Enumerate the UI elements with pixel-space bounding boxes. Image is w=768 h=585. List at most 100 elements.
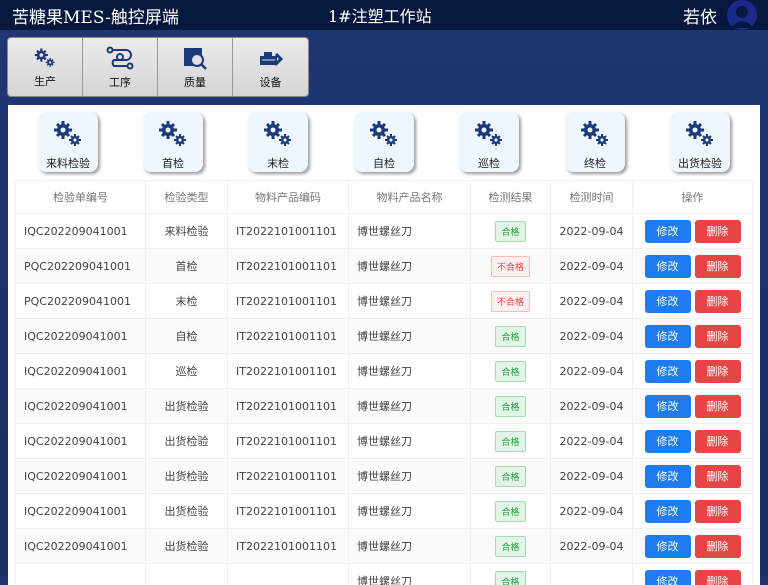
result-badge: 合格	[495, 571, 525, 585]
material-code: IT2022101001101	[228, 389, 349, 424]
edit-button[interactable]: 修改	[645, 255, 691, 278]
material-code: IT2022101001101	[228, 319, 349, 354]
table-row: IQC202209041001 出货检验 IT2022101001101 博世螺…	[16, 424, 753, 459]
material-code: IT2022101001101	[228, 354, 349, 389]
inspection-type	[146, 564, 228, 585]
material-name: 博世螺丝刀	[349, 564, 471, 585]
inspection-date: 2022-09-04	[551, 529, 633, 564]
material-code: IT2022101001101	[228, 424, 349, 459]
column-header: 检验单编号	[16, 181, 146, 214]
result-badge: 合格	[495, 221, 525, 242]
inspection-type: 出货检验	[146, 494, 228, 529]
table-row: IQC202209041001 出货检验 IT2022101001101 博世螺…	[16, 459, 753, 494]
material-name: 博世螺丝刀	[349, 284, 471, 319]
table-row: IQC202209041001 自检 IT2022101001101 博世螺丝刀…	[16, 319, 753, 354]
gears-icon	[683, 119, 717, 149]
nav-item-2[interactable]: 质量	[158, 38, 233, 97]
column-header: 检验类型	[146, 181, 228, 214]
nav-item-1[interactable]: 工序	[83, 38, 158, 97]
delete-button[interactable]: 删除	[695, 325, 741, 348]
material-name: 博世螺丝刀	[349, 319, 471, 354]
station-name: 1#注塑工作站	[328, 3, 432, 27]
table-row: IQC202209041001 巡检 IT2022101001101 博世螺丝刀…	[16, 354, 753, 389]
edit-button[interactable]: 修改	[645, 325, 691, 348]
table-row: IQC202209041001 来料检验 IT2022101001101 博世螺…	[16, 214, 753, 249]
result-badge: 合格	[495, 396, 525, 417]
gears-icon	[32, 47, 58, 69]
inspection-type-button[interactable]: 自检	[354, 112, 414, 172]
main-nav: 生产 工序 质量设备	[7, 37, 309, 97]
material-name: 博世螺丝刀	[349, 424, 471, 459]
edit-button[interactable]: 修改	[645, 465, 691, 488]
inspection-type: 巡检	[146, 354, 228, 389]
inspection-type-button[interactable]: 终检	[565, 112, 625, 172]
material-name: 博世螺丝刀	[349, 389, 471, 424]
delete-button[interactable]: 删除	[695, 430, 741, 453]
inspection-date: 2022-09-04	[551, 389, 633, 424]
material-name: 博世螺丝刀	[349, 459, 471, 494]
inspection-type-button[interactable]: 末检	[248, 112, 308, 172]
delete-button[interactable]: 删除	[695, 465, 741, 488]
column-header: 操作	[633, 181, 753, 214]
nav-item-0[interactable]: 生产	[8, 38, 83, 97]
inspection-type: 自检	[146, 319, 228, 354]
table-row: IQC202209041001 出货检验 IT2022101001101 博世螺…	[16, 529, 753, 564]
delete-button[interactable]: 删除	[695, 535, 741, 558]
delete-button[interactable]: 删除	[695, 255, 741, 278]
delete-button[interactable]: 删除	[695, 290, 741, 313]
material-name: 博世螺丝刀	[349, 214, 471, 249]
inspection-date: 2022-09-04	[551, 424, 633, 459]
edit-button[interactable]: 修改	[645, 395, 691, 418]
inspection-type-bar: 来料检验首检末检自检 巡检终检出货检验	[8, 112, 760, 174]
result-badge: 合格	[495, 326, 525, 347]
gears-icon	[261, 119, 295, 149]
delete-button[interactable]: 删除	[695, 395, 741, 418]
edit-button[interactable]: 修改	[645, 290, 691, 313]
inspection-type: 来料检验	[146, 214, 228, 249]
inspection-type-button[interactable]: 来料检验	[38, 112, 98, 172]
result-badge: 合格	[495, 361, 525, 382]
table-row: PQC202209041001 首检 IT2022101001101 博世螺丝刀…	[16, 249, 753, 284]
column-header: 检测结果	[471, 181, 551, 214]
inspection-type: 出货检验	[146, 529, 228, 564]
material-code: IT2022101001101	[228, 249, 349, 284]
nav-item-3[interactable]: 设备	[233, 38, 308, 97]
process-icon	[106, 46, 134, 70]
inspection-code: IQC202209041001	[16, 529, 146, 564]
inspection-table: 检验单编号检验类型物料产品编码物料产品名称检测结果检测时间操作 IQC20220…	[15, 180, 753, 585]
inspection-code: IQC202209041001	[16, 459, 146, 494]
content-panel: 来料检验首检末检自检巡检终检出货检验 检验单编号检验类型物料产品编码物料产品名称…	[8, 105, 760, 585]
user-icon	[727, 0, 757, 30]
delete-button[interactable]: 删除	[695, 220, 741, 243]
nav-label: 生产	[34, 73, 56, 89]
material-code: IT2022101001101	[228, 529, 349, 564]
nav-label: 工序	[109, 74, 131, 90]
table-row: 博世螺丝刀 合格 修改删除	[16, 564, 753, 585]
inspection-type-button[interactable]: 巡检	[459, 112, 519, 172]
edit-button[interactable]: 修改	[645, 500, 691, 523]
inspection-date: 2022-09-04	[551, 459, 633, 494]
edit-button[interactable]: 修改	[645, 430, 691, 453]
edit-button[interactable]: 修改	[645, 220, 691, 243]
equipment-icon	[257, 46, 285, 70]
delete-button[interactable]: 删除	[695, 360, 741, 383]
inspection-date: 2022-09-04	[551, 249, 633, 284]
inspection-type-button[interactable]: 出货检验	[670, 112, 730, 172]
delete-button[interactable]: 删除	[695, 570, 741, 585]
avatar[interactable]	[727, 0, 757, 30]
inspection-date: 2022-09-04	[551, 354, 633, 389]
edit-button[interactable]: 修改	[645, 360, 691, 383]
inspection-code: IQC202209041001	[16, 424, 146, 459]
edit-button[interactable]: 修改	[645, 570, 691, 585]
inspection-type-label: 自检	[373, 155, 395, 171]
delete-button[interactable]: 删除	[695, 500, 741, 523]
result-badge: 不合格	[491, 256, 530, 277]
column-header: 物料产品名称	[349, 181, 471, 214]
inspection-code: PQC202209041001	[16, 249, 146, 284]
edit-button[interactable]: 修改	[645, 535, 691, 558]
inspection-code: IQC202209041001	[16, 494, 146, 529]
inspection-type-button[interactable]: 首检	[143, 112, 203, 172]
result-badge: 合格	[495, 466, 525, 487]
inspection-code: IQC202209041001	[16, 319, 146, 354]
material-code	[228, 564, 349, 585]
